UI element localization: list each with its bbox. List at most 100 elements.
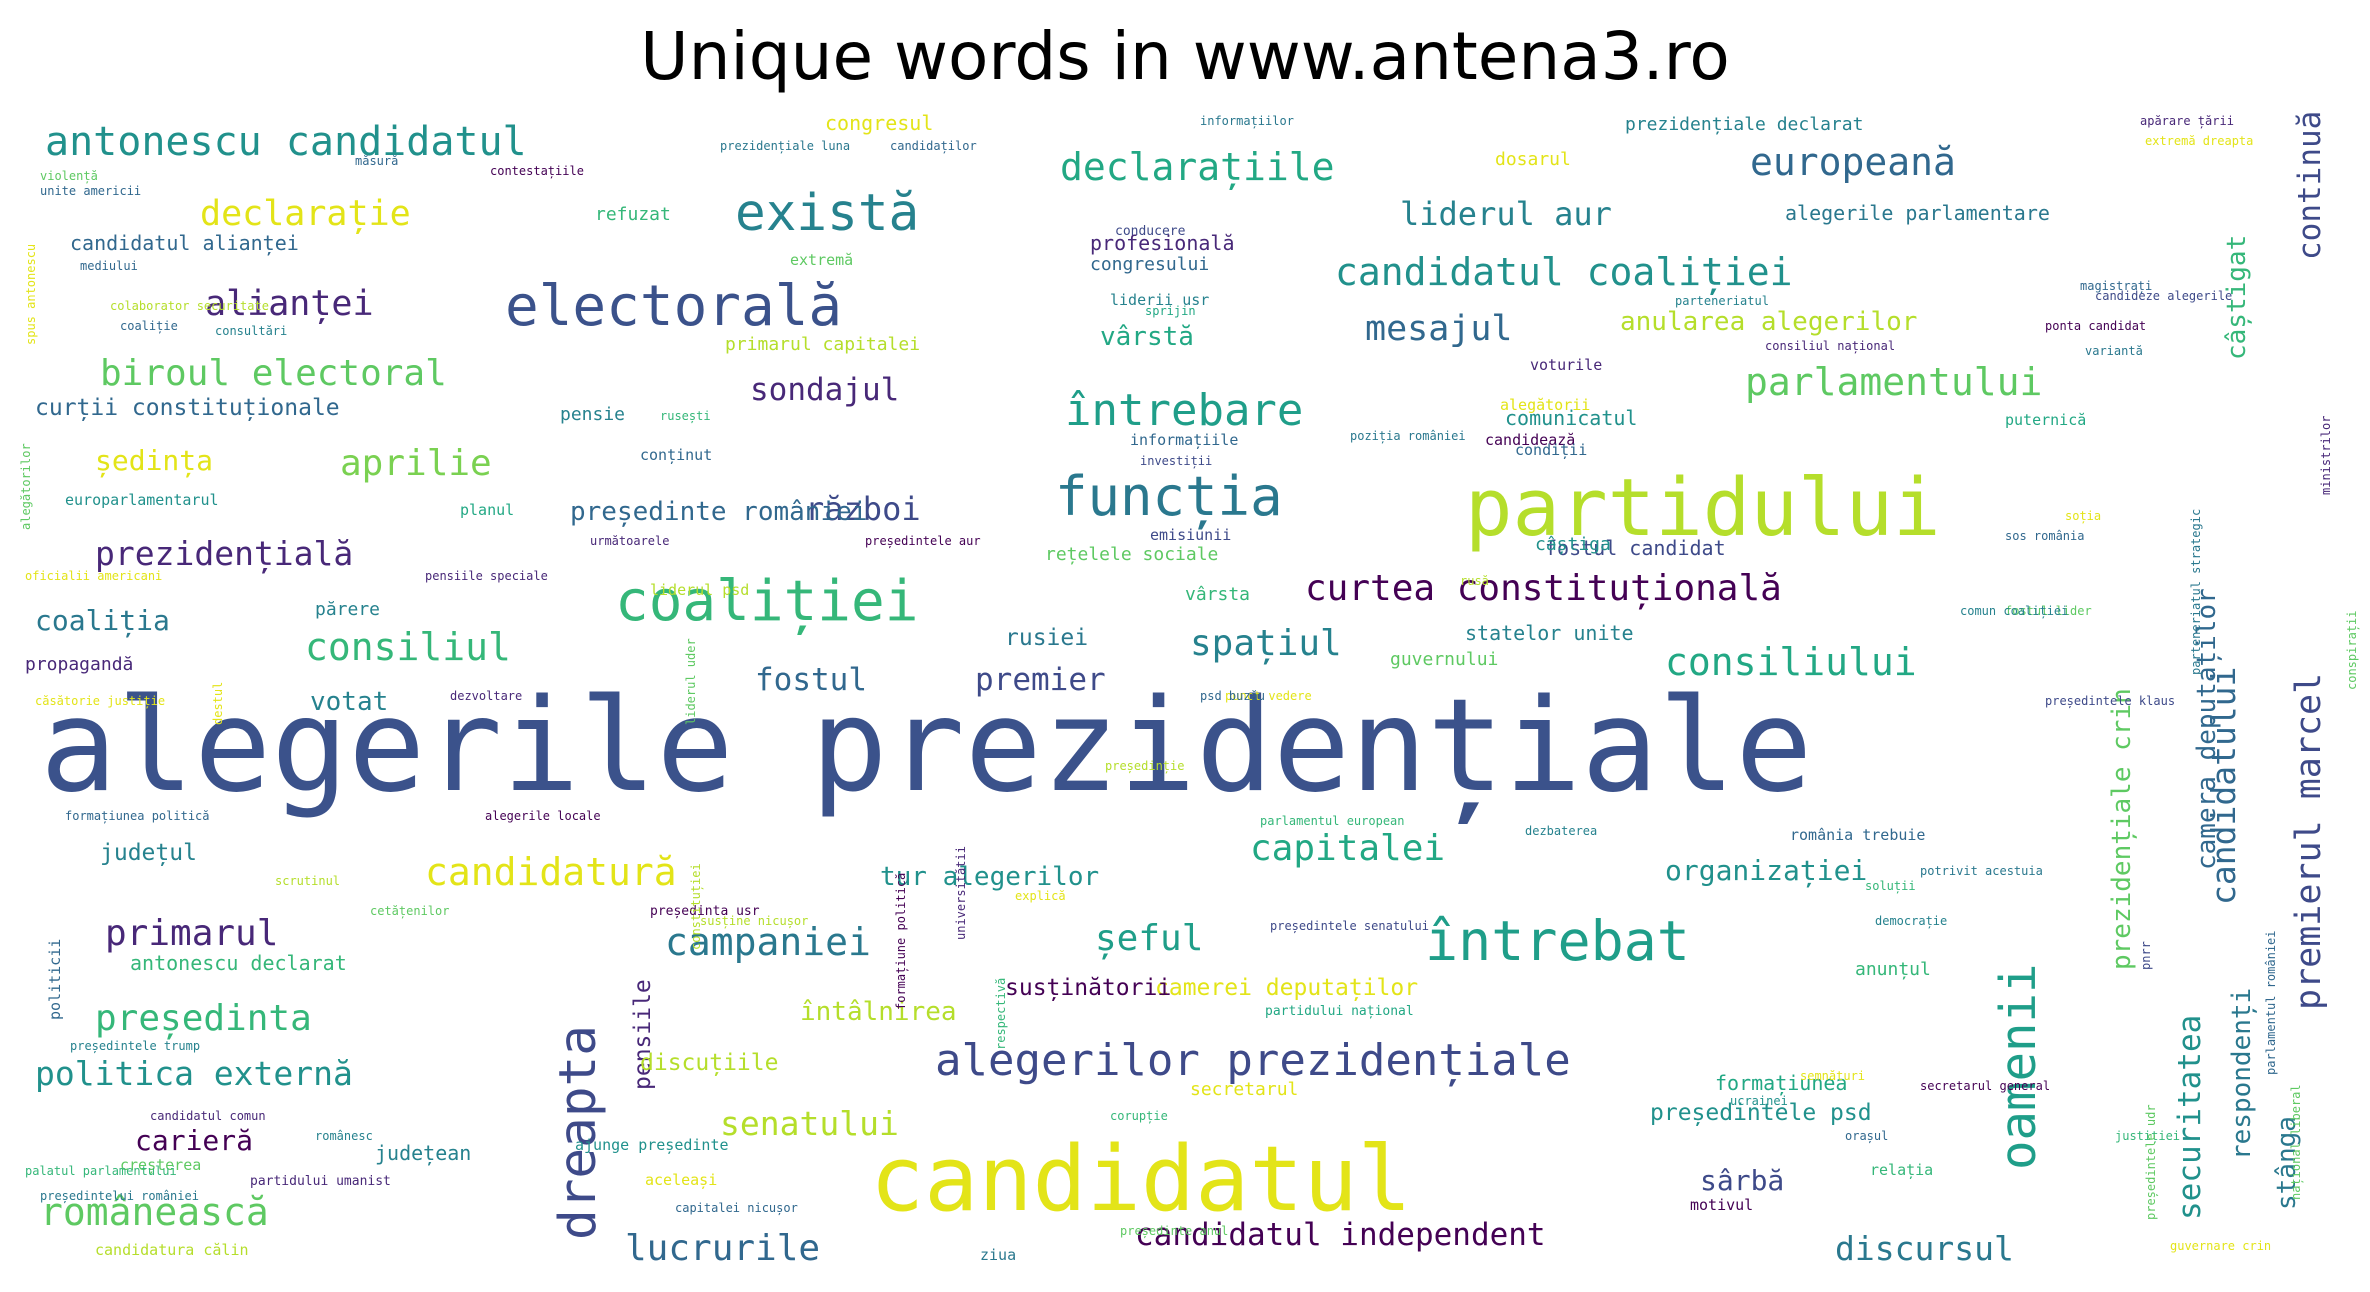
word-lucrurile: lucrurile — [625, 1228, 820, 1269]
word-sarba: sârbă — [1700, 1164, 1784, 1197]
word-national-liberal: național liberal — [2289, 1084, 2304, 1200]
word-romaneasca: românească — [40, 1190, 269, 1234]
word-varsta: vârstă — [1100, 322, 1194, 352]
word-prezidentiala: prezidențială — [95, 534, 353, 574]
word-presedintie: președinție — [1105, 759, 1184, 774]
word-senatului: senatului — [720, 1104, 899, 1143]
word-congresul: congresul — [825, 111, 933, 135]
word-rusesti: rusești — [660, 409, 711, 424]
word-anularea-alegerilor: anularea alegerilor — [1620, 307, 1917, 337]
word-antonescu-declarat: antonescu declarat — [130, 951, 347, 975]
word-presedinta-usr: președinta usr — [650, 904, 760, 919]
word-comun-coalitiei: comun coaliției — [1960, 604, 2068, 619]
word-fostul-candidat: fostul candidat — [1545, 536, 1726, 560]
word-coalitiei: coaliției — [615, 569, 918, 635]
word-universitatii: universitătii — [954, 846, 968, 940]
word-candidatura-calin: candidatura călin — [95, 1241, 249, 1259]
word-aceleasi: aceleași — [645, 1171, 717, 1189]
word-parlamentul-european: parlamentul european — [1260, 814, 1405, 828]
word-organizatiei: organizației — [1665, 854, 1867, 888]
word-mediului: mediului — [80, 259, 138, 273]
word-fostul: fostul — [755, 662, 867, 698]
word-consiliul: consiliul — [305, 625, 511, 669]
word-sprijin: sprijin — [1145, 304, 1196, 318]
word-parlamentul-romaniei: parlamentul româniei — [2264, 931, 2278, 1076]
word-intrebare: întrebare — [1065, 385, 1303, 436]
word-coalitia: coaliția — [35, 604, 170, 638]
word-capitalei-nicusor: capitalei nicușor — [675, 1201, 798, 1216]
word-informatiile: informațiile — [1130, 431, 1238, 449]
word-pnrr: pnrr — [2139, 941, 2153, 970]
word-ponta-candidat: ponta candidat — [2045, 319, 2146, 333]
word-guvernului: guvernului — [1390, 649, 1498, 670]
word-sustinatorii: susținătorii — [1005, 975, 1171, 1001]
word-biroul-electoral: biroul electoral — [100, 353, 447, 394]
word-motivul: motivul — [1690, 1196, 1753, 1214]
word-respectiva: respectivă — [994, 978, 1008, 1050]
word-oficialii-americani: oficialii americani — [25, 569, 162, 583]
word-cresterea: creșterea — [120, 1156, 201, 1174]
word-ministrilor: ministrilor — [2319, 416, 2333, 495]
word-presedintele-senatului: președintele senatului — [1270, 919, 1429, 934]
word-conditii: condiții — [1515, 441, 1587, 459]
word-scrutinul: scrutinul — [275, 874, 340, 888]
word-ajunge-presedinte: ajunge președinte — [575, 1136, 729, 1154]
word-dezvoltare: dezvoltare — [450, 689, 522, 703]
word-alegatorilor: alegătorilor — [19, 443, 33, 530]
word-prezidentiale-declarat: prezidențiale declarat — [1625, 114, 1863, 135]
word-alegerile-parlamentare: alegerile parlamentare — [1785, 201, 2050, 225]
word-consultari: consultări — [215, 324, 287, 338]
word-romanesc: românesc — [315, 1129, 373, 1143]
word-candidatul-independent: candidatul independent — [1135, 1217, 1546, 1253]
word-prezidentiale-crin: prezidențiale crin — [2107, 688, 2137, 970]
word-coruptie: corupție — [1110, 1109, 1168, 1124]
word-presedintelui-romaniei: președintelui româniei — [40, 1189, 199, 1204]
word-castiga: câștiga — [1535, 534, 1611, 555]
word-secretarul: secretarul — [1190, 1079, 1298, 1100]
word-capitalei: capitalei — [1250, 828, 1445, 869]
word-presedintele-klaus: președintele klaus — [2045, 694, 2175, 709]
word-seful: șeful — [1095, 918, 1203, 960]
word-electorala: electorală — [505, 274, 842, 339]
word-orasul: orașul — [1845, 1129, 1888, 1144]
word-judetean: județean — [375, 1141, 471, 1166]
word-colaborator-securitate: colaborator securitate — [110, 299, 269, 313]
word-pensie: pensie — [560, 404, 625, 425]
word-investitii: investiții — [1140, 454, 1212, 469]
word-dosarul: dosarul — [1495, 149, 1571, 170]
word-continut: conținut — [640, 446, 712, 464]
word-presedintele-psd: președintele psd — [1650, 1100, 1872, 1126]
word-conspiratii: conspirații — [2345, 611, 2360, 690]
word-candidatul-comun: candidatul comun — [150, 1109, 266, 1123]
word-securitatea: securitatea — [2172, 1015, 2208, 1220]
word-mesajul: mesajul — [1365, 309, 1513, 349]
word-presedintele-trump: președintele trump — [70, 1039, 200, 1054]
word-secretarul-general: secretarul general — [1920, 1079, 2050, 1093]
word-varsta: vârsta — [1185, 584, 1250, 605]
word-statelor-unite: statelor unite — [1465, 621, 1634, 645]
word-justitiei: justiției — [2115, 1129, 2180, 1144]
word-palatul-parlamentului: palatul parlamentului — [25, 1164, 177, 1178]
word-pensiile: pensiile — [630, 979, 656, 1090]
word-dreapta: dreapta — [549, 1025, 608, 1240]
word-spus-antonescu: spus antonescu — [24, 244, 38, 345]
word-retelele-sociale: rețelele sociale — [1045, 544, 1218, 565]
word-exista: există — [735, 184, 919, 243]
word-emisiunii: emisiunii — [1150, 526, 1231, 544]
word-oamenii: oamenii — [1990, 963, 2047, 1170]
word-functia: funcția — [1055, 465, 1283, 530]
word-extrema-dreapta: extremă dreapta — [2145, 134, 2253, 148]
word-candidatura: candidatură — [425, 850, 677, 894]
word-liderul-psd: liderul psd — [650, 581, 749, 599]
word-consiliul-national: consiliul național — [1765, 339, 1895, 354]
word-presedintele-aur: președintele aur — [865, 534, 981, 549]
word-razboi: război — [805, 490, 921, 528]
word-primarul: primarul — [105, 913, 278, 954]
word-ucrainei: ucrainei — [1730, 1094, 1788, 1108]
word-candidatului: candidatului — [2204, 667, 2243, 905]
word-varianta: variantă — [2085, 344, 2143, 358]
word-primarul-capitalei: primarul capitalei — [725, 334, 920, 355]
word-tur-alegerilor: tur alegerilor — [880, 862, 1099, 892]
word-parteneriatul-strategic: parteneriatul strategic — [2189, 509, 2203, 675]
